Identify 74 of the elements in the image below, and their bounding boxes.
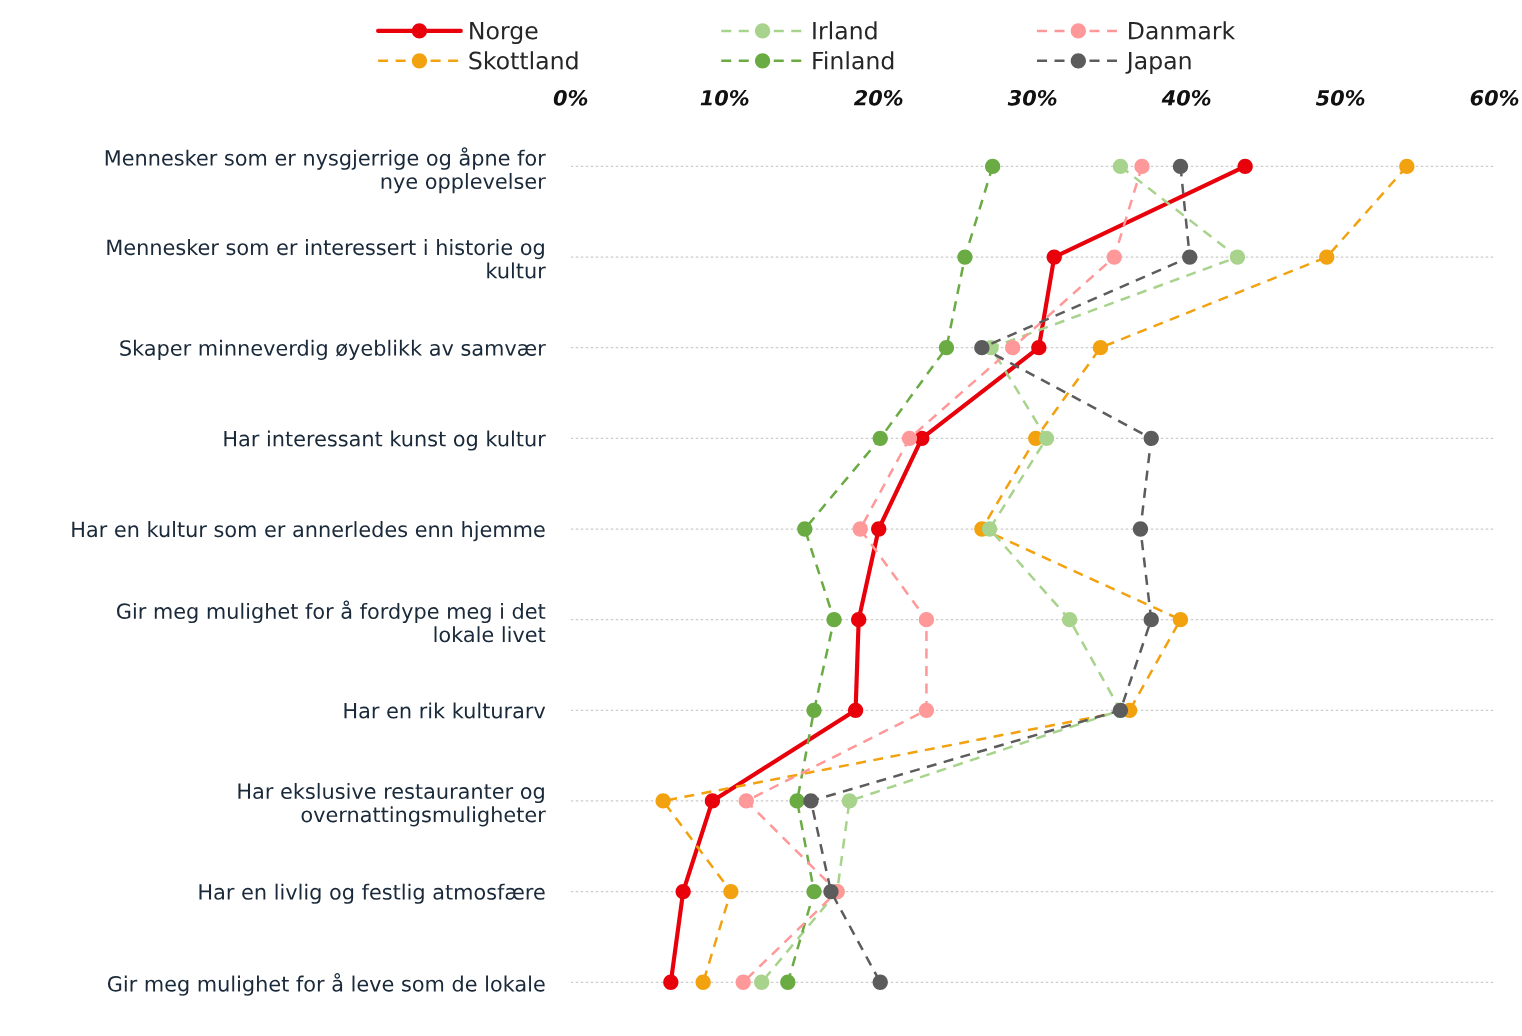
point (1229, 249, 1246, 265)
point (1143, 612, 1159, 628)
x-tick-label: 60% (1470, 89, 1519, 106)
point (1061, 612, 1078, 628)
point (847, 702, 864, 718)
legend-label: Irland (813, 21, 877, 40)
point (738, 793, 754, 809)
point (675, 883, 691, 900)
point (938, 340, 955, 356)
point (1038, 430, 1055, 446)
point (780, 974, 796, 990)
point (985, 158, 1001, 175)
point (871, 521, 887, 537)
x-tick-label: 20% (853, 89, 903, 106)
point (1092, 340, 1109, 356)
legend-label: Skottland (469, 51, 578, 70)
point (918, 702, 935, 718)
legend-label: Norge (470, 21, 538, 45)
legend-label: Finland (813, 51, 894, 70)
y-tick-label: Gir meg mulighet for å fordype meg i det lokale livet (117, 600, 546, 643)
point (1132, 521, 1149, 537)
point (974, 340, 990, 356)
legend-label: Danmark (1129, 21, 1236, 40)
point (901, 430, 918, 446)
point (841, 793, 858, 809)
point (823, 883, 839, 900)
point (1399, 158, 1415, 175)
y-tick-label: Har en rik kulturarv (344, 702, 546, 719)
point (1112, 158, 1129, 175)
point (735, 974, 751, 990)
point (1182, 249, 1198, 265)
y-tick-label: Har en livlig og festlig atmosfære (199, 883, 545, 904)
point (872, 974, 888, 990)
point (806, 883, 822, 900)
point (981, 521, 998, 537)
x-tick-label: 10% (700, 89, 749, 106)
y-tick-label: Har en kultur som er annerledes enn hjemme (72, 521, 545, 542)
point (1172, 612, 1189, 628)
point (695, 974, 711, 990)
y-tick-label: Har interessant kunst og kultur (224, 430, 546, 451)
point (1005, 340, 1021, 356)
x-tick-label: 0% (553, 89, 588, 106)
point (1143, 430, 1159, 446)
point (797, 521, 813, 537)
y-tick-label: Har ekslusive restauranter og overnattingsmuligheter (238, 782, 546, 827)
point (872, 430, 888, 446)
point (754, 974, 770, 990)
x-tick-label: 50% (1315, 89, 1365, 106)
point (1237, 158, 1253, 175)
point (1031, 340, 1047, 356)
point (655, 793, 671, 809)
point (704, 793, 721, 809)
point (723, 883, 739, 900)
point (1319, 249, 1335, 265)
point (851, 612, 867, 628)
y-tick-label: Mennesker som er interessert i historie og kultur (107, 239, 546, 279)
y-tick-label: Skaper minneverdig øyeblikk av samvær (120, 339, 546, 360)
point (1172, 158, 1189, 175)
point (957, 249, 973, 265)
point (803, 793, 819, 809)
y-tick-label: Mennesker som er nysgjerrige og åpne for nye opplevelser (105, 147, 546, 194)
point (1106, 249, 1122, 265)
point (1134, 158, 1150, 175)
point (852, 521, 868, 537)
x-tick-label: 40% (1161, 89, 1211, 106)
legend-label: Japan (1125, 51, 1191, 75)
point (918, 612, 935, 628)
point (663, 974, 679, 990)
point (826, 612, 842, 628)
point (1046, 249, 1062, 265)
y-tick-label: Gir meg mulighet for å leve som de lokale (107, 973, 545, 996)
x-tick-label: 30% (1007, 89, 1057, 106)
point (789, 793, 805, 809)
point (806, 702, 822, 718)
